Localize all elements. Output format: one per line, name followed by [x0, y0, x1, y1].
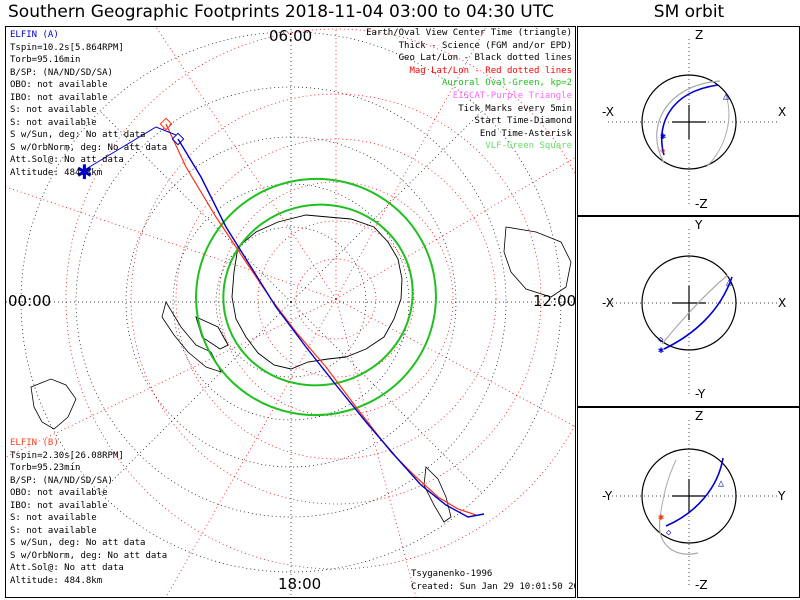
legend-item: End Time-Asterisk — [479, 128, 572, 139]
elfin-b-line: S: not available — [10, 513, 97, 523]
legend-item: VLF-Green Square — [485, 141, 572, 152]
elfin-b-line: Torb=95.23min — [10, 463, 81, 473]
clock-label-top: 06:00 — [269, 27, 313, 45]
svg-text:◇: ◇ — [658, 335, 664, 345]
elfin-a-line: B/SP: (NA/ND/SD/SA) — [10, 67, 113, 78]
footprint-map-panel: ✱ 06:00 00:00 12:00 18:00 ELFIN (A) Tspi… — [5, 26, 576, 598]
sm-orbit-xz-panel: △ ✱ ◇ Z -Z -X X — [577, 26, 800, 216]
sm1-right-label: X — [778, 105, 787, 119]
south-america-outline — [161, 300, 222, 373]
geo-grid — [6, 27, 575, 597]
elfin-b-line: B/SP: (NA/ND/SD/SA) — [10, 475, 113, 486]
sm2-right-label: X — [778, 296, 787, 310]
elfin-b-name: ELFIN (B) — [10, 438, 59, 448]
sm-orbit-xz-plot: △ ✱ ◇ — [608, 39, 778, 205]
page-title: Southern Geographic Footprints 2018-11-0… — [8, 2, 555, 22]
sm-orbit-yz-panel: △ ✱ ◇ Z -Z -Y Y — [577, 407, 800, 598]
svg-text:✱: ✱ — [658, 512, 664, 523]
sm2-bottom-label: -Y — [695, 387, 706, 401]
clock-label-bottom: 18:00 — [278, 575, 322, 593]
elfin-a-line: S w/OrbNorm, deg: No att data — [10, 142, 168, 153]
model-label: Tsyganenko-1996 — [411, 569, 493, 579]
elfin-b-track — [165, 123, 477, 516]
legend-item: Mag Lat/Lon - Red dotted lines — [409, 65, 572, 76]
elfin-a-line: Torb=95.16min — [10, 55, 81, 65]
elfin-a-line: Att.Sol@: No att data — [10, 155, 124, 165]
elfin-a-end-asterisk: ✱ — [76, 160, 93, 184]
antarctica-outline — [195, 214, 403, 370]
elfin-b-line: OBO: not available — [10, 488, 108, 498]
elfin-b-line: S: not available — [10, 525, 97, 536]
footprint-map: ✱ — [6, 27, 575, 597]
elfin-a-line: S: not available — [10, 117, 97, 128]
elfin-a-start-diamond — [171, 132, 185, 146]
sm2-left-label: -X — [602, 296, 614, 310]
elfin-b-line: S w/OrbNorm, deg: No att data — [10, 550, 168, 561]
clock-label-right: 12:00 — [533, 292, 576, 310]
svg-text:◇: ◇ — [666, 528, 672, 538]
map-legend: Earth/Oval View Center Time (triangle) Th… — [366, 27, 572, 153]
svg-text:✱: ✱ — [658, 345, 664, 356]
legend-item: Earth/Oval View Center Time (triangle) — [366, 28, 572, 38]
mag-grid — [6, 27, 575, 597]
sm-orbit-yz-plot: △ ✱ ◇ — [608, 420, 778, 586]
elfin-a-line: S w/Sun, deg: No att data — [10, 130, 146, 140]
elfin-a-line: OBO: not available — [10, 80, 108, 90]
elfin-b-line: IBO: not available — [10, 500, 108, 511]
sm3-right-label: Y — [778, 489, 786, 503]
sm-orbit-xy-plot: △ ◇ ✱ — [608, 229, 778, 395]
elfin-a-name: ELFIN (A) — [10, 30, 59, 40]
sm-orbit-xy-panel: △ ◇ ✱ Y -Y -X X — [577, 216, 800, 407]
legend-item: Start Time-Diamond — [474, 116, 572, 127]
elfin-b-info: ELFIN (B) Tspin=2.30s[26.08RPM] Torb=95.… — [10, 437, 167, 587]
elfin-b-start-diamond — [159, 117, 173, 131]
australia-outline — [503, 226, 572, 298]
sm1-bottom-label: -Z — [695, 197, 708, 211]
sm3-left-label: -Y — [602, 489, 613, 503]
legend-item: Tick Marks every 5min — [458, 103, 572, 114]
elfin-b-line: Att.Sol@: No att data — [10, 563, 124, 573]
sm1-top-label: Z — [695, 28, 704, 42]
clock-label-left: 00:00 — [8, 292, 52, 310]
legend-item: EISCAT-Purple Triangle — [452, 90, 572, 101]
elfin-a-info: ELFIN (A) Tspin=10.2s[5.864RPM] Torb=95.… — [10, 29, 167, 179]
legend-item: Geo Lat/Lon - Black dotted lines — [398, 53, 572, 64]
elfin-a-line: Altitude: 484.3km — [10, 167, 103, 178]
svg-text:△: △ — [718, 478, 724, 489]
elfin-a-arc — [85, 126, 177, 170]
legend-item: Thick - Science (FGM and/or EPD) — [398, 40, 572, 51]
elfin-b-line: Tspin=2.30s[26.08RPM] — [10, 450, 124, 461]
sm3-bottom-label: -Z — [695, 578, 708, 592]
legend-item: Auroral Oval-Green, kp=2 — [441, 78, 572, 89]
created-label: Created: Sun Jan 29 10:01:50 2023 — [411, 582, 576, 592]
elfin-b-line: Altitude: 484.8km — [10, 575, 103, 586]
svg-text:△: △ — [723, 91, 729, 102]
auroral-oval — [195, 177, 437, 417]
sm-orbit-title: SM orbit — [653, 2, 725, 22]
sm2-top-label: Y — [695, 218, 703, 232]
elfin-a-line: Tspin=10.2s[5.864RPM] — [10, 42, 124, 53]
africa-outline — [30, 378, 77, 430]
elfin-b-line: S w/Sun, deg: No att data — [10, 538, 146, 548]
elfin-a-track — [177, 138, 485, 518]
sm1-left-label: -X — [602, 105, 614, 119]
elfin-a-line: S: not available — [10, 105, 97, 115]
new-zealand-outline — [423, 466, 452, 523]
svg-text:△: △ — [726, 277, 732, 288]
elfin-a-line: IBO: not available — [10, 92, 108, 103]
svg-text:✱: ✱ — [660, 131, 666, 142]
sm3-top-label: Z — [695, 409, 704, 423]
svg-text:◇: ◇ — [660, 146, 666, 156]
